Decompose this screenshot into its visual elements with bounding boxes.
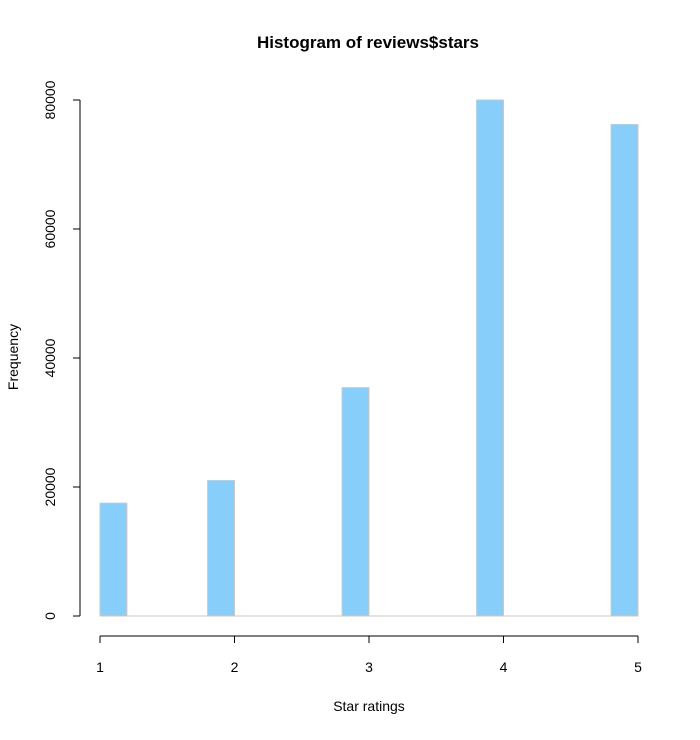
x-tick-label-2: 2 [231,659,239,675]
x-axis-label: Star ratings [333,698,405,714]
histogram-bar-20 [610,124,639,617]
y-axis: 0 20000 40000 60000 80000 [42,80,81,620]
histogram-bar-15 [476,99,505,617]
x-tick-label-5: 5 [634,659,642,675]
y-tick-label-60000: 60000 [42,209,58,248]
x-tick-label-3: 3 [365,659,373,675]
y-tick-label-0: 0 [42,612,58,620]
chart-title: Histogram of reviews$stars [257,33,479,52]
x-tick-label-4: 4 [500,659,508,675]
x-axis: 1 2 3 4 5 [96,635,642,675]
y-tick-label-40000: 40000 [42,338,58,377]
histogram-bar-1 [99,502,128,617]
histogram-bar-5 [207,480,236,617]
bars-layer [99,99,639,617]
y-axis-label: Frequency [5,324,21,390]
y-tick-label-80000: 80000 [42,80,58,119]
y-tick-label-20000: 20000 [42,467,58,506]
histogram-bar-10 [341,387,370,617]
x-tick-label-1: 1 [96,659,104,675]
